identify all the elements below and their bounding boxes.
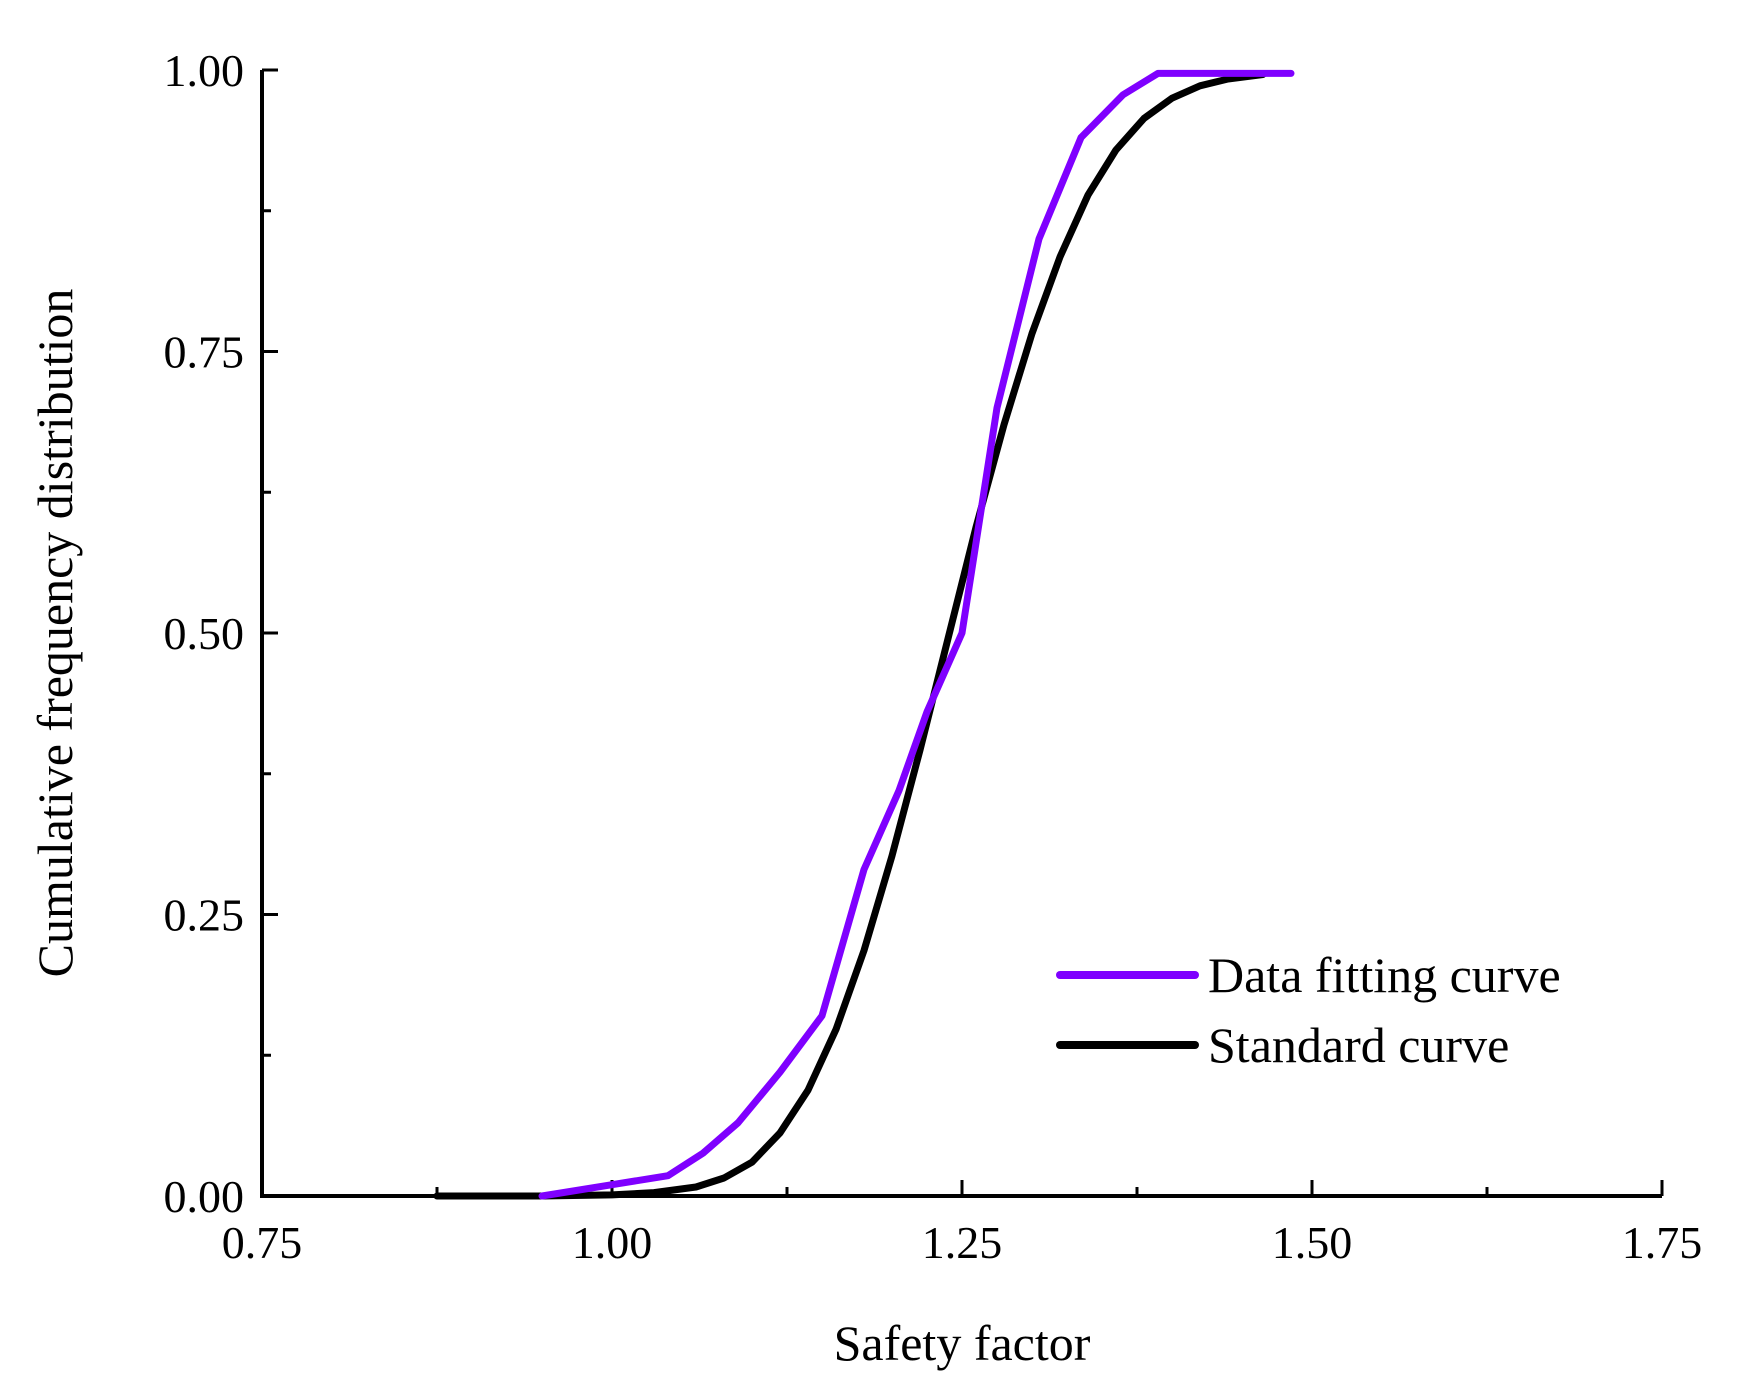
y-tick-label: 0.25: [164, 890, 245, 941]
y-tick-label: 0.50: [164, 608, 245, 659]
series-line-data-fitting-curve: [538, 69, 1295, 1200]
x-tick-label: 1.75: [1622, 1217, 1703, 1268]
legend-label-data-fitting-curve: Data fitting curve: [1208, 947, 1561, 1003]
y-tick-label: 0.75: [164, 327, 245, 378]
y-tick-label: 0.00: [164, 1171, 245, 1222]
legend-label-standard-curve: Standard curve: [1208, 1017, 1509, 1073]
x-tick-label: 1.00: [572, 1217, 653, 1268]
x-tick-label: 1.50: [1272, 1217, 1353, 1268]
x-tick-label: 1.25: [922, 1217, 1003, 1268]
series-line-standard-curve: [433, 71, 1267, 1200]
y-axis-title: Cumulative frequency distribution: [27, 289, 83, 978]
y-tick-label: 1.00: [164, 45, 245, 96]
x-axis-title: Safety factor: [834, 1315, 1091, 1371]
x-tick-label: 0.75: [222, 1217, 303, 1268]
